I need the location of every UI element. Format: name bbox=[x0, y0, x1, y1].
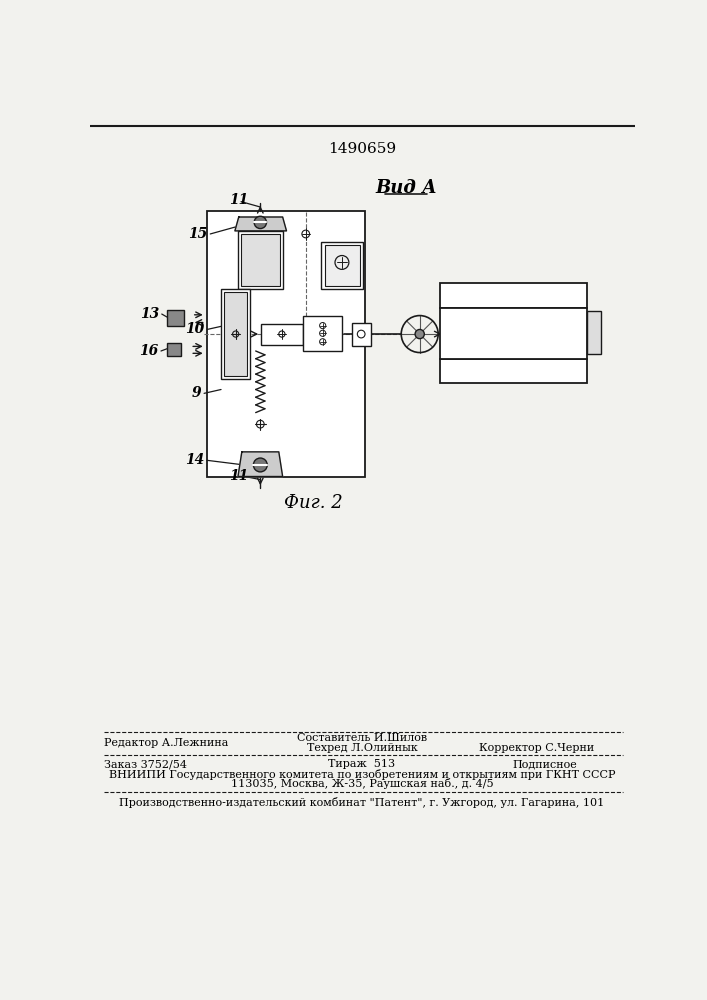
Bar bbox=[587, 311, 601, 354]
Text: Тираж  513: Тираж 513 bbox=[328, 759, 395, 769]
Circle shape bbox=[415, 329, 424, 339]
Bar bbox=[167, 343, 181, 356]
Bar bbox=[440, 359, 587, 383]
Bar bbox=[167, 310, 184, 326]
Bar bbox=[321, 242, 363, 289]
Text: Корректор С.Черни: Корректор С.Черни bbox=[479, 743, 595, 753]
Text: Редактор А.Лежнина: Редактор А.Лежнина bbox=[104, 738, 228, 748]
Text: 14: 14 bbox=[185, 453, 204, 467]
Polygon shape bbox=[238, 452, 283, 477]
Bar bbox=[352, 323, 371, 346]
Bar bbox=[440, 308, 587, 359]
Text: 11: 11 bbox=[229, 193, 248, 207]
Bar bbox=[207, 211, 365, 477]
Text: Составитель И.Шилов: Составитель И.Шилов bbox=[297, 733, 427, 743]
Text: Производственно-издательский комбинат "Патент", г. Ужгород, ул. Гагарина, 101: Производственно-издательский комбинат "П… bbox=[119, 797, 604, 808]
Text: 1490659: 1490659 bbox=[328, 142, 396, 156]
Circle shape bbox=[254, 216, 267, 229]
Bar bbox=[303, 316, 342, 351]
Text: 13: 13 bbox=[140, 307, 160, 321]
Polygon shape bbox=[235, 217, 286, 231]
Text: 113035, Москва, Ж-35, Раушская наб., д. 4/5: 113035, Москва, Ж-35, Раушская наб., д. … bbox=[230, 778, 493, 789]
Text: Заказ 3752/54: Заказ 3752/54 bbox=[104, 759, 187, 769]
Circle shape bbox=[253, 458, 267, 472]
Text: ВНИИПИ Государственного комитета по изобретениям и открытиям при ГКНТ СССР: ВНИИПИ Государственного комитета по изоб… bbox=[109, 769, 615, 780]
Text: Вид А: Вид А bbox=[375, 179, 437, 197]
Bar bbox=[261, 324, 303, 345]
Text: Техред Л.Олийнык: Техред Л.Олийнык bbox=[307, 743, 417, 753]
Bar bbox=[221, 289, 250, 379]
Text: Фиг. 2: Фиг. 2 bbox=[284, 494, 343, 512]
Text: 15: 15 bbox=[188, 227, 207, 241]
Bar bbox=[440, 283, 587, 308]
Text: 11: 11 bbox=[229, 469, 248, 483]
Bar bbox=[224, 292, 247, 376]
Text: Подписное: Подписное bbox=[512, 759, 577, 769]
Bar bbox=[241, 234, 279, 286]
Bar bbox=[325, 245, 360, 286]
Bar bbox=[238, 231, 283, 289]
Text: 9: 9 bbox=[192, 386, 201, 400]
Text: 10: 10 bbox=[185, 322, 204, 336]
Text: 16: 16 bbox=[139, 344, 158, 358]
